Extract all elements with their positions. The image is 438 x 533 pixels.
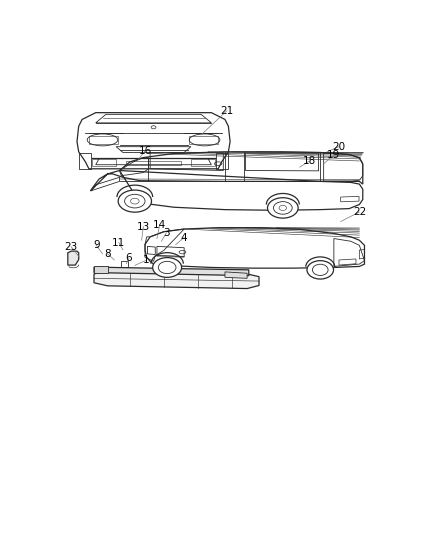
Text: 19: 19 <box>326 150 340 160</box>
Ellipse shape <box>267 198 297 218</box>
Polygon shape <box>94 267 248 276</box>
Text: 9: 9 <box>93 240 99 251</box>
Text: 18: 18 <box>302 156 315 166</box>
Text: 11: 11 <box>112 238 125 248</box>
Ellipse shape <box>273 201 292 214</box>
Ellipse shape <box>124 195 145 208</box>
Ellipse shape <box>152 257 181 277</box>
Text: 13: 13 <box>136 222 150 232</box>
Polygon shape <box>225 272 247 278</box>
Ellipse shape <box>306 261 333 279</box>
Text: 23: 23 <box>64 241 78 252</box>
Ellipse shape <box>158 261 176 273</box>
Text: 3: 3 <box>163 228 170 238</box>
Text: 20: 20 <box>332 142 345 152</box>
Ellipse shape <box>312 264 327 276</box>
Text: 14: 14 <box>153 220 166 230</box>
Polygon shape <box>94 271 258 288</box>
Polygon shape <box>94 266 107 272</box>
Polygon shape <box>67 251 78 265</box>
Ellipse shape <box>118 190 151 212</box>
Text: 16: 16 <box>138 146 151 156</box>
Text: 21: 21 <box>219 106 233 116</box>
Text: 6: 6 <box>125 253 132 263</box>
Text: 1: 1 <box>142 255 149 265</box>
Text: 22: 22 <box>352 207 365 217</box>
Text: 4: 4 <box>180 232 187 243</box>
Text: 8: 8 <box>104 249 111 259</box>
